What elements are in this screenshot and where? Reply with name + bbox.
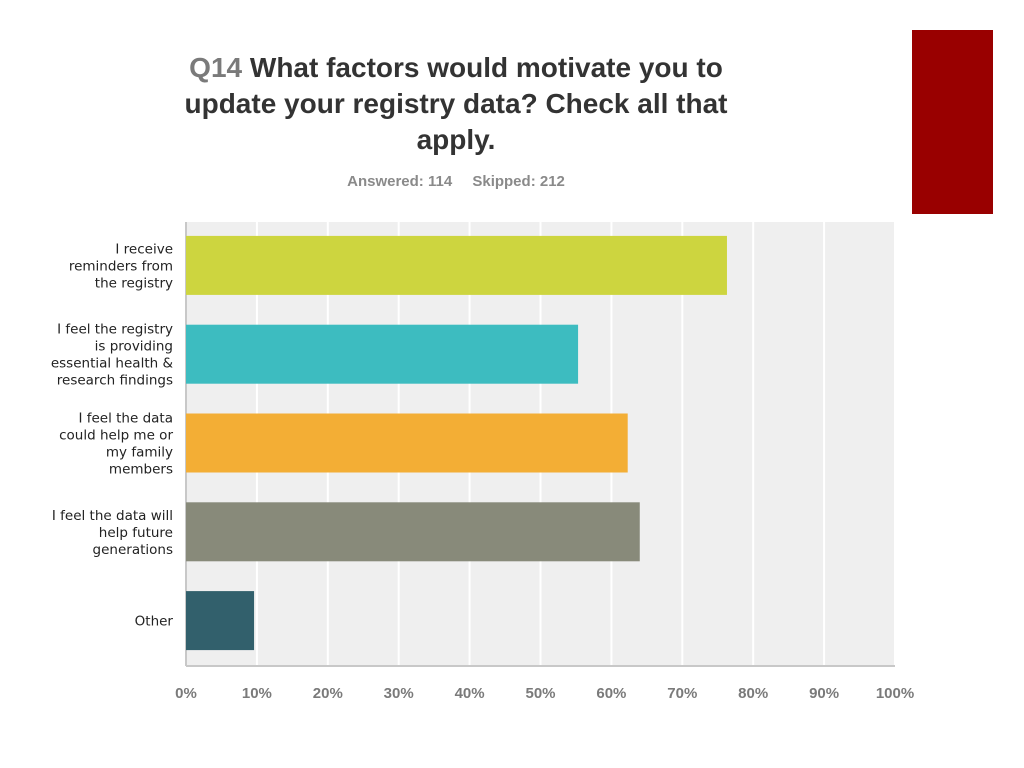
category-label: the registry <box>95 275 173 291</box>
x-tick-label: 100% <box>876 685 914 702</box>
bar <box>186 413 628 473</box>
category-label: I feel the registry <box>57 322 173 338</box>
category-label: I feel the data will <box>52 508 173 524</box>
category-label: I feel the data <box>78 411 173 427</box>
x-tick-label: 20% <box>313 685 343 702</box>
category-label: my family <box>106 445 173 461</box>
response-stats: Answered: 114 Skipped: 212 <box>150 173 762 190</box>
x-tick-label: 70% <box>667 685 697 702</box>
x-tick-label: 90% <box>809 685 839 702</box>
chart-title: Q14 What factors would motivate you to u… <box>150 50 762 158</box>
x-tick-label: 50% <box>525 685 555 702</box>
x-tick-label: 0% <box>175 685 197 702</box>
category-label: essential health & <box>51 356 174 372</box>
bar <box>186 324 579 384</box>
category-label: help future <box>99 525 173 541</box>
x-tick-label: 80% <box>738 685 768 702</box>
question-text: What factors would motivate you to updat… <box>184 52 728 155</box>
x-tick-label: 30% <box>384 685 414 702</box>
skipped-count: Skipped: 212 <box>472 173 565 190</box>
x-tick-label: 10% <box>242 685 272 702</box>
category-label: reminders from <box>69 258 173 274</box>
accent-block <box>912 30 993 214</box>
category-label: is providing <box>95 339 173 355</box>
question-number: Q14 <box>189 52 243 83</box>
answered-count: Answered: 114 <box>347 173 453 190</box>
x-tick-label: 40% <box>455 685 485 702</box>
bar <box>186 591 255 651</box>
bar <box>186 235 727 295</box>
category-label: members <box>109 462 173 478</box>
category-label: could help me or <box>59 428 173 444</box>
category-label: I receive <box>115 241 173 257</box>
bar <box>186 502 640 562</box>
category-label: generations <box>93 542 173 558</box>
category-label: research findings <box>57 373 173 389</box>
category-label: Other <box>135 614 174 630</box>
x-tick-label: 60% <box>596 685 626 702</box>
